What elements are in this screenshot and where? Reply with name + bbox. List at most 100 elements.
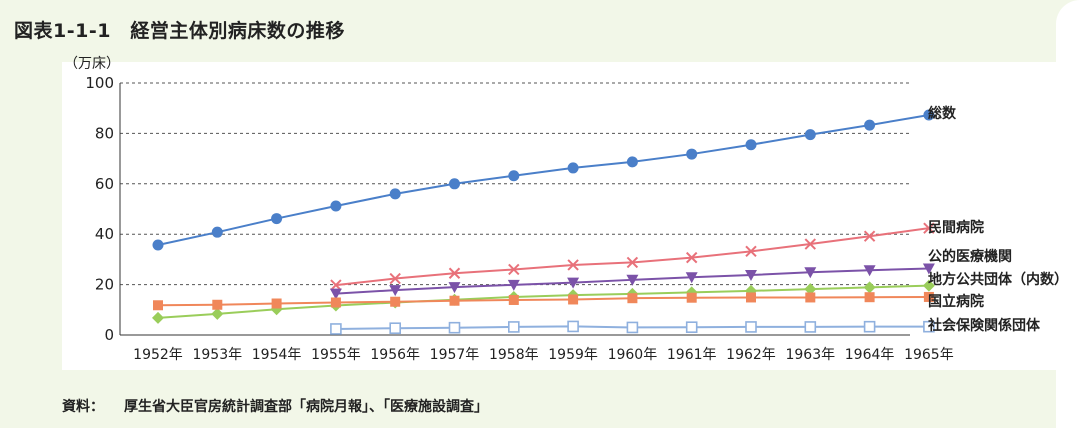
data-point-marker (508, 263, 520, 276)
data-point-marker (804, 283, 817, 296)
x-tick-label: 1963年 (785, 347, 835, 363)
data-point-marker (389, 188, 401, 200)
data-point-marker (330, 297, 341, 308)
data-point-marker (449, 178, 460, 190)
data-point-marker (685, 251, 698, 264)
series-label: 社会保険関係団体 (927, 317, 1041, 334)
y-tick-label: 100 (85, 74, 114, 92)
data-point-marker (805, 292, 816, 303)
data-point-marker (329, 288, 342, 300)
data-point-marker (448, 321, 461, 334)
x-tick-label: 1954年 (252, 347, 302, 363)
x-tick-label: 1953年 (192, 347, 242, 363)
data-point-marker (330, 323, 342, 335)
series-label: 総数 (928, 105, 957, 122)
data-point-marker (211, 226, 223, 238)
data-point-marker (686, 148, 698, 160)
source-note: 資料： 厚生省大臣官房統計調査部「病院月報」、「医療施設調査」 (62, 396, 488, 416)
data-point-marker (507, 321, 520, 333)
data-point-marker (923, 222, 935, 234)
data-point-marker (626, 274, 639, 286)
series-label: 公的医療機関 (928, 248, 1012, 265)
y-tick-label: 0 (104, 326, 114, 344)
data-point-marker (626, 156, 638, 168)
x-tick-label: 1965年 (904, 347, 954, 363)
data-point-marker (863, 230, 876, 242)
data-point-marker (804, 129, 816, 141)
data-point-marker (923, 109, 935, 121)
data-point-marker (863, 320, 876, 333)
x-tick-label: 1956年 (370, 347, 420, 363)
series-label: 地方公共団体（内数） (928, 271, 1068, 288)
source-label: 資料： (62, 399, 104, 415)
series-label: 国立病院 (928, 293, 984, 310)
data-point-marker (507, 279, 520, 291)
x-tick-label: 1962年 (726, 347, 776, 363)
data-point-marker (804, 267, 817, 279)
data-point-marker (271, 298, 282, 309)
data-point-marker (508, 170, 520, 182)
data-point-marker (745, 321, 757, 333)
data-point-marker (508, 294, 519, 305)
data-point-marker (685, 272, 698, 284)
data-point-marker (864, 119, 876, 131)
figure-title: 図表1-1-1 経営主体別病床数の推移 (14, 20, 345, 42)
data-point-marker (863, 265, 876, 277)
data-point-marker (568, 294, 579, 305)
data-point-marker (389, 322, 402, 334)
y-tick-label: 80 (95, 124, 114, 142)
data-point-marker (152, 311, 164, 324)
x-tick-label: 1961年 (667, 347, 717, 363)
y-tick-label: 20 (95, 276, 114, 294)
data-point-marker (153, 300, 163, 311)
series-label: 民間病院 (928, 219, 984, 236)
data-point-marker (804, 321, 817, 333)
data-point-marker (389, 272, 401, 285)
data-point-marker (567, 259, 579, 271)
data-point-marker (212, 299, 223, 310)
data-point-marker (685, 321, 698, 333)
data-point-marker (745, 245, 757, 258)
data-point-marker (567, 277, 580, 289)
data-point-marker (211, 307, 224, 320)
y-tick-label: 40 (95, 225, 114, 243)
data-point-marker (863, 281, 876, 294)
data-point-marker (923, 291, 934, 302)
data-point-marker (330, 279, 342, 291)
data-point-marker (923, 320, 935, 333)
x-tick-label: 1959年 (548, 347, 598, 363)
x-tick-label: 1964年 (845, 347, 895, 363)
data-point-marker (627, 293, 638, 304)
x-tick-label: 1957年 (430, 347, 480, 363)
data-point-marker (922, 279, 935, 292)
series-line (157, 295, 929, 307)
x-tick-label: 1955年 (311, 347, 361, 363)
x-tick-label: 1952年 (133, 347, 183, 363)
data-point-marker (271, 213, 283, 225)
plot-area-background (62, 62, 1056, 370)
data-point-marker (864, 292, 875, 303)
data-point-marker (152, 239, 164, 251)
source-text: 厚生省大臣官房統計調査部「病院月報」、「医療施設調査」 (124, 399, 488, 415)
data-point-marker (449, 295, 460, 306)
data-point-marker (804, 238, 817, 250)
x-tick-label: 1960年 (608, 347, 658, 363)
data-point-marker (686, 292, 697, 303)
data-point-marker (745, 270, 757, 282)
data-point-marker (448, 282, 461, 294)
y-axis-unit-label: （万床） (64, 56, 120, 72)
data-point-marker (448, 267, 461, 279)
data-point-marker (922, 263, 935, 275)
data-point-marker (626, 256, 639, 269)
data-point-marker (746, 292, 756, 303)
series-line (157, 114, 930, 247)
data-point-marker (626, 321, 639, 334)
data-point-marker (389, 285, 402, 297)
data-point-marker (567, 320, 579, 333)
data-point-marker (390, 296, 401, 307)
x-tick-label: 1958年 (489, 347, 539, 363)
data-point-marker (745, 139, 757, 151)
data-point-marker (567, 162, 579, 174)
y-tick-label: 60 (95, 175, 114, 193)
